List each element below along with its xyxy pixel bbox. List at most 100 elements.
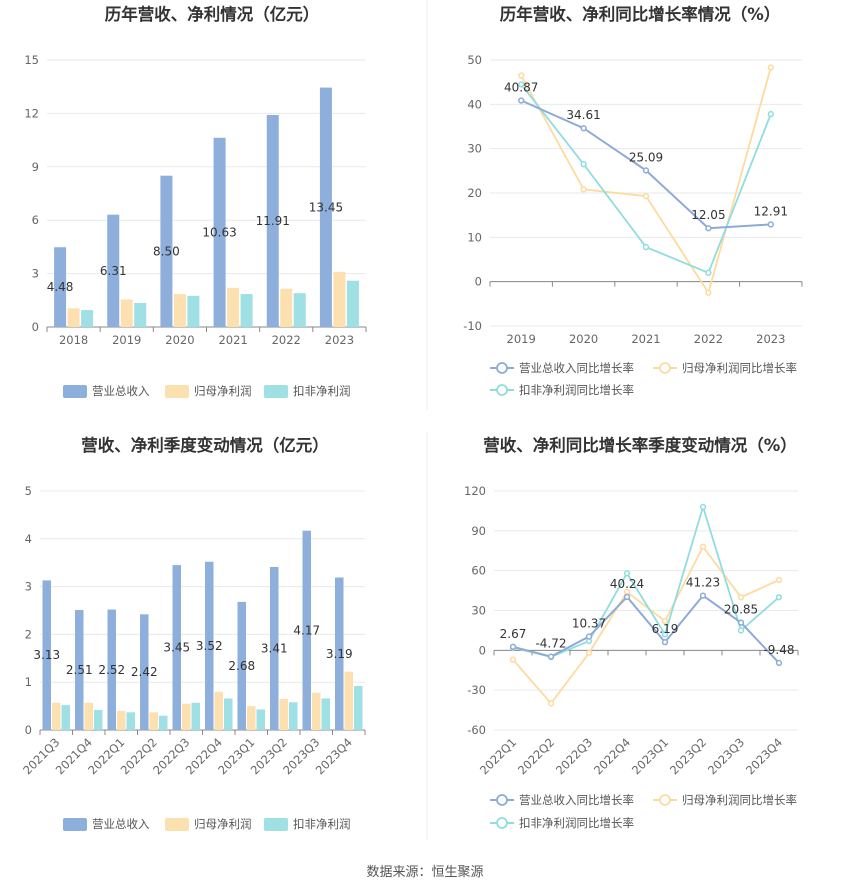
legend-swatch [63,385,87,398]
bar-revenue [54,247,67,327]
data-label: 8.50 [153,244,180,258]
data-label: -9.48 [763,643,794,657]
legend-label: 归母净利润 [194,817,252,831]
data-label: 2.42 [131,665,158,679]
bar-nonrecur [191,702,200,730]
y-tick-label: 50 [467,53,482,67]
x-tick-label: 2022Q2 [515,735,557,777]
bar-nonrecur [94,709,103,730]
bar-profit [344,671,353,730]
data-label: -4.72 [535,637,566,651]
bar-profit [117,710,126,730]
point-revenue [623,593,631,601]
x-tick-label: 2023 [325,333,354,347]
legend-label: 营业总收入 [92,384,150,398]
point-nonrecur [661,631,669,638]
data-label: 11.91 [256,214,290,228]
data-label: 4.17 [293,623,320,637]
data-label: 2.68 [228,659,255,673]
point-profit [585,649,593,657]
point-profit [509,656,517,663]
x-tick-label: 2019 [112,333,141,347]
x-tick-label: 2021 [218,333,247,347]
bar-revenue [107,214,120,327]
bar-profit [333,271,346,327]
data-label: 13.45 [309,200,343,214]
legend-label: 营业总收入 [92,817,150,831]
point-profit [705,289,712,296]
y-tick-label: 30 [467,142,482,156]
data-label: 40.24 [610,577,644,591]
bar-revenue [172,565,181,730]
bar-profit [67,308,80,327]
bar-revenue [42,580,51,730]
chart-quarter-amount: 营收、净利季度变动情况（亿元） 0123452021Q32021Q42022Q1… [20,435,366,831]
bar-profit [120,299,133,327]
chart-title: 历年营收、净利同比增长率情况（%） [500,4,781,24]
x-tick-label: 2023Q3 [705,735,747,777]
x-tick-label: 2023Q2 [667,735,709,777]
point-revenue [547,653,555,660]
point-profit [767,64,774,71]
line-profit [520,67,772,295]
data-label: 25.09 [629,150,663,164]
point-nonrecur [623,570,631,577]
data-label: 6.31 [100,264,127,278]
y-tick-label: 60 [471,564,486,578]
point-revenue [705,225,712,232]
legend-swatch-marker [496,794,508,806]
data-label: 2.51 [66,663,93,677]
chart-title: 营收、净利同比增长率季度变动情况（%） [483,435,797,455]
point-profit [547,700,555,707]
bar-revenue [335,577,344,730]
bar-nonrecur [81,310,94,327]
y-tick-label: 10 [467,230,482,244]
legend-swatch-marker [496,362,508,374]
y-tick-label: -30 [467,683,486,697]
data-label: 20.85 [724,603,758,617]
y-tick-label: 3 [25,580,32,594]
legend-swatch [165,385,189,398]
legend-label: 营业总收入同比增长率 [519,361,634,375]
point-profit [699,543,707,550]
chart-annual-amount: 历年营收、净利情况（亿元） 0 3 6 9 12 15 2018 2019 2020 2021 20… [24,4,367,398]
bar-profit [247,706,256,730]
bar-nonrecur [187,295,200,327]
data-label: 3.13 [33,648,60,662]
y-tick-label: 3 [32,267,39,281]
legend-swatch [165,818,189,831]
point-profit [642,192,650,200]
point-profit [661,617,669,625]
bar-nonrecur [134,302,147,327]
y-tick-label: 20 [467,186,482,200]
data-label: 34.61 [566,108,600,122]
x-tick-label: 2023 [756,332,785,346]
data-label: 12.05 [691,208,725,222]
x-tick-label: 2022Q1 [477,735,519,777]
y-tick-label: 0 [32,320,39,334]
legend-swatch-marker [659,362,671,374]
bar-nonrecur [126,712,135,730]
y-tick-label: 30 [471,604,486,618]
y-tick-label: -10 [463,319,482,333]
bar-revenue [160,175,173,327]
point-revenue [580,125,587,132]
bar-profit [84,702,93,730]
bar-nonrecur [159,715,168,730]
data-label: 6.19 [652,622,679,636]
x-tick-label: 2021 [631,332,660,346]
bar-profit [312,692,321,730]
bar-nonrecur [240,294,253,327]
bar-nonrecur [289,702,298,730]
y-tick-label: -60 [467,723,486,737]
x-tick-label: 2023Q4 [743,735,785,777]
legend-label: 扣非净利润 [293,817,351,831]
y-tick-label: 6 [32,213,39,227]
data-label: 2.67 [500,627,527,641]
y-tick-label: 120 [464,484,486,498]
point-revenue [509,643,517,650]
point-profit [775,576,783,584]
legend-swatch-marker [659,794,671,806]
data-label: 3.41 [261,642,288,656]
